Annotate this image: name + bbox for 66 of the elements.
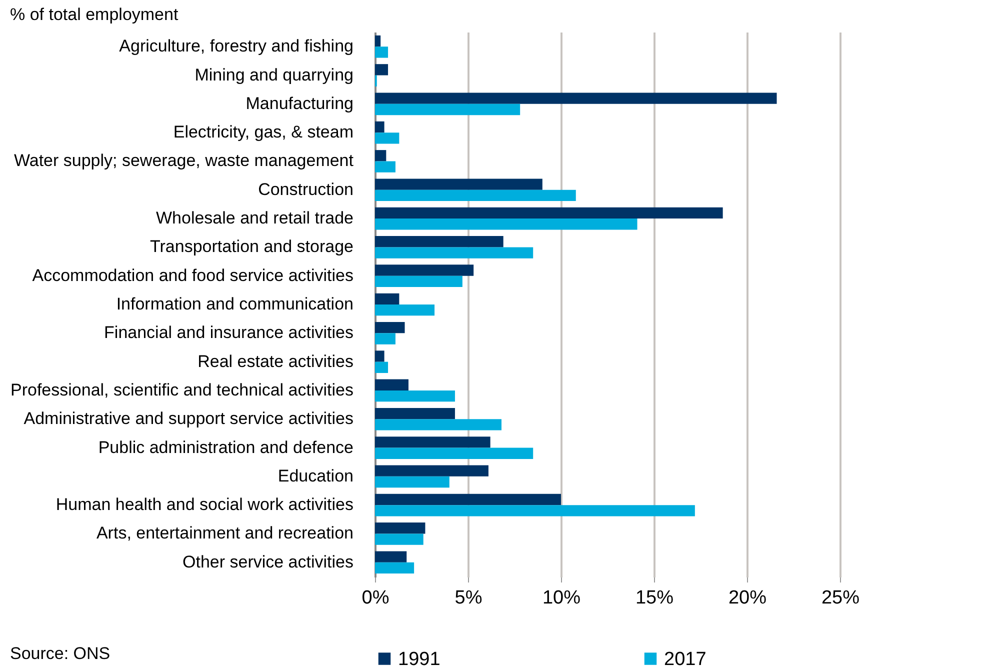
y-tick-label: Manufacturing [246, 94, 354, 113]
legend-label: 2017 [664, 648, 706, 667]
y-tick-label: Construction [258, 180, 354, 199]
source-note: Source: ONS [10, 644, 110, 664]
bar [375, 132, 400, 144]
y-tick-label: Real estate activities [198, 352, 354, 371]
bar [375, 562, 414, 574]
bar [375, 465, 488, 476]
bar [375, 534, 424, 545]
bar [375, 494, 561, 506]
y-tick-label: Public administration and defence [98, 438, 354, 457]
bar [375, 322, 405, 334]
bar [375, 551, 407, 562]
bar [375, 522, 426, 534]
legend-label: 1991 [398, 648, 440, 667]
x-tick-label: 10% [542, 588, 581, 608]
y-tick-label: Professional, scientific and technical activities [10, 380, 354, 400]
bar [375, 390, 455, 402]
x-tick-label: 25% [821, 588, 860, 608]
y-tick-label: Water supply; sewerage, waste management [14, 151, 354, 170]
y-tick-label: Wholesale and retail trade [156, 208, 354, 228]
y-tick-label: Arts, entertainment and recreation [96, 524, 354, 543]
y-tick-label: Education [278, 466, 354, 486]
bar [375, 104, 520, 116]
bar [375, 362, 388, 373]
x-tick-label: 0% [362, 588, 390, 608]
bar [375, 247, 534, 258]
bar [375, 264, 474, 276]
bar [375, 92, 777, 104]
y-tick-label: Other service activities [182, 552, 354, 572]
bar [375, 150, 386, 162]
y-tick-label: Agriculture, forestry and fishing [119, 36, 354, 56]
bar [375, 333, 396, 344]
bar [375, 419, 502, 430]
y-tick-label: Information and communication [116, 294, 354, 314]
bar [375, 190, 576, 202]
bar [375, 121, 384, 133]
bar [375, 350, 384, 362]
y-tick-label: Transportation and storage [150, 237, 354, 256]
x-tick-label: 5% [454, 588, 482, 608]
bar [375, 476, 450, 488]
bar [375, 304, 435, 316]
bar [375, 161, 396, 172]
y-tick-label: Administrative and support service activities [24, 409, 354, 428]
bar [375, 64, 388, 76]
bar [375, 46, 388, 58]
y-tick-label: Accommodation and food service activities [32, 266, 354, 285]
y-tick-label: Mining and quarrying [194, 65, 354, 84]
y-tick-label: Financial and insurance activities [104, 323, 354, 342]
x-tick-label: 15% [635, 588, 674, 608]
bar [375, 178, 542, 190]
bar [375, 408, 455, 420]
bar [375, 218, 638, 230]
bar [375, 436, 490, 448]
bar [375, 293, 400, 304]
bar [375, 448, 534, 459]
bar [375, 276, 462, 288]
bar [375, 379, 408, 390]
bar [375, 35, 381, 47]
y-tick-label: Human health and social work activities [56, 495, 354, 514]
x-tick-label: 20% [728, 588, 767, 608]
bar [375, 236, 504, 248]
bar [375, 505, 695, 516]
y-tick-label: Electricity, gas, & steam [173, 122, 354, 142]
bar [375, 207, 723, 219]
x-axis-title: % of total employment [10, 5, 178, 24]
